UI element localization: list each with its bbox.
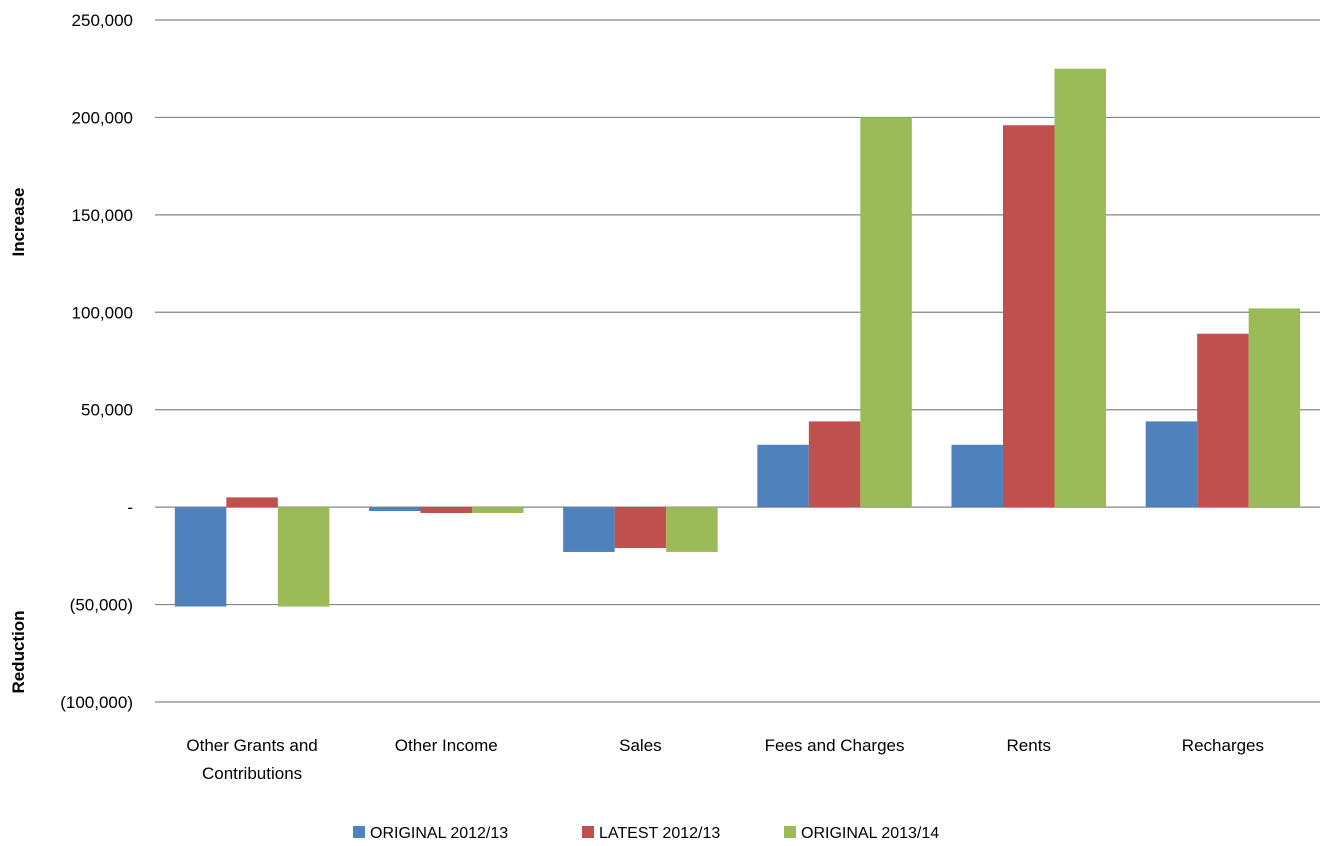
y-tick-label: 150,000 [72, 206, 133, 225]
bar [369, 507, 421, 512]
x-category-label: Fees and Charges [765, 736, 905, 755]
bar [1003, 125, 1055, 508]
x-category-label: Sales [619, 736, 662, 755]
bar [563, 507, 615, 552]
x-axis-categories: Other Grants and Contributions Other Incom… [186, 736, 1264, 783]
y-tick-label: 250,000 [72, 11, 133, 30]
bars [174, 68, 1301, 607]
y-tick-label: 200,000 [72, 108, 133, 127]
y-axis-ticks: 250,000 200,000 150,000 100,000 50,000 - (50,0… [60, 11, 133, 712]
y-label-increase: Increase [9, 188, 28, 257]
bar [808, 421, 861, 508]
x-category-label: Other Grants and [186, 736, 317, 755]
x-category-label: Rents [1007, 736, 1051, 755]
legend: ORIGINAL 2012/13 LATEST 2012/13 ORIGINAL 2… [353, 825, 939, 842]
bar [226, 497, 278, 508]
bar [1145, 421, 1198, 508]
legend-swatch [582, 826, 594, 838]
legend-swatch [353, 826, 365, 838]
y-tick-label: - [127, 498, 133, 517]
bar [951, 444, 1003, 508]
bar [757, 444, 809, 508]
gridlines [155, 19, 1320, 703]
x-category-label: Recharges [1182, 736, 1264, 755]
bar [1054, 68, 1106, 508]
bar [614, 507, 667, 549]
y-tick-label: (50,000) [70, 596, 133, 615]
legend-swatch [784, 826, 796, 838]
y-tick-label: 50,000 [81, 401, 133, 420]
legend-label: ORIGINAL 2012/13 [370, 825, 508, 842]
y-tick-label: (100,000) [60, 693, 133, 712]
y-tick-label: 100,000 [72, 303, 133, 322]
bar [472, 507, 524, 513]
bar [277, 507, 330, 607]
bar [420, 507, 472, 513]
bar [174, 507, 227, 607]
bar [1248, 308, 1301, 508]
x-category-label: Contributions [202, 764, 302, 783]
bar [666, 507, 718, 552]
legend-label: ORIGINAL 2013/14 [801, 825, 939, 842]
y-label-reduction: Reduction [9, 610, 28, 693]
bar [1197, 333, 1249, 508]
legend-label: LATEST 2012/13 [599, 825, 720, 842]
x-category-label: Other Income [395, 736, 498, 755]
bar [860, 117, 912, 508]
